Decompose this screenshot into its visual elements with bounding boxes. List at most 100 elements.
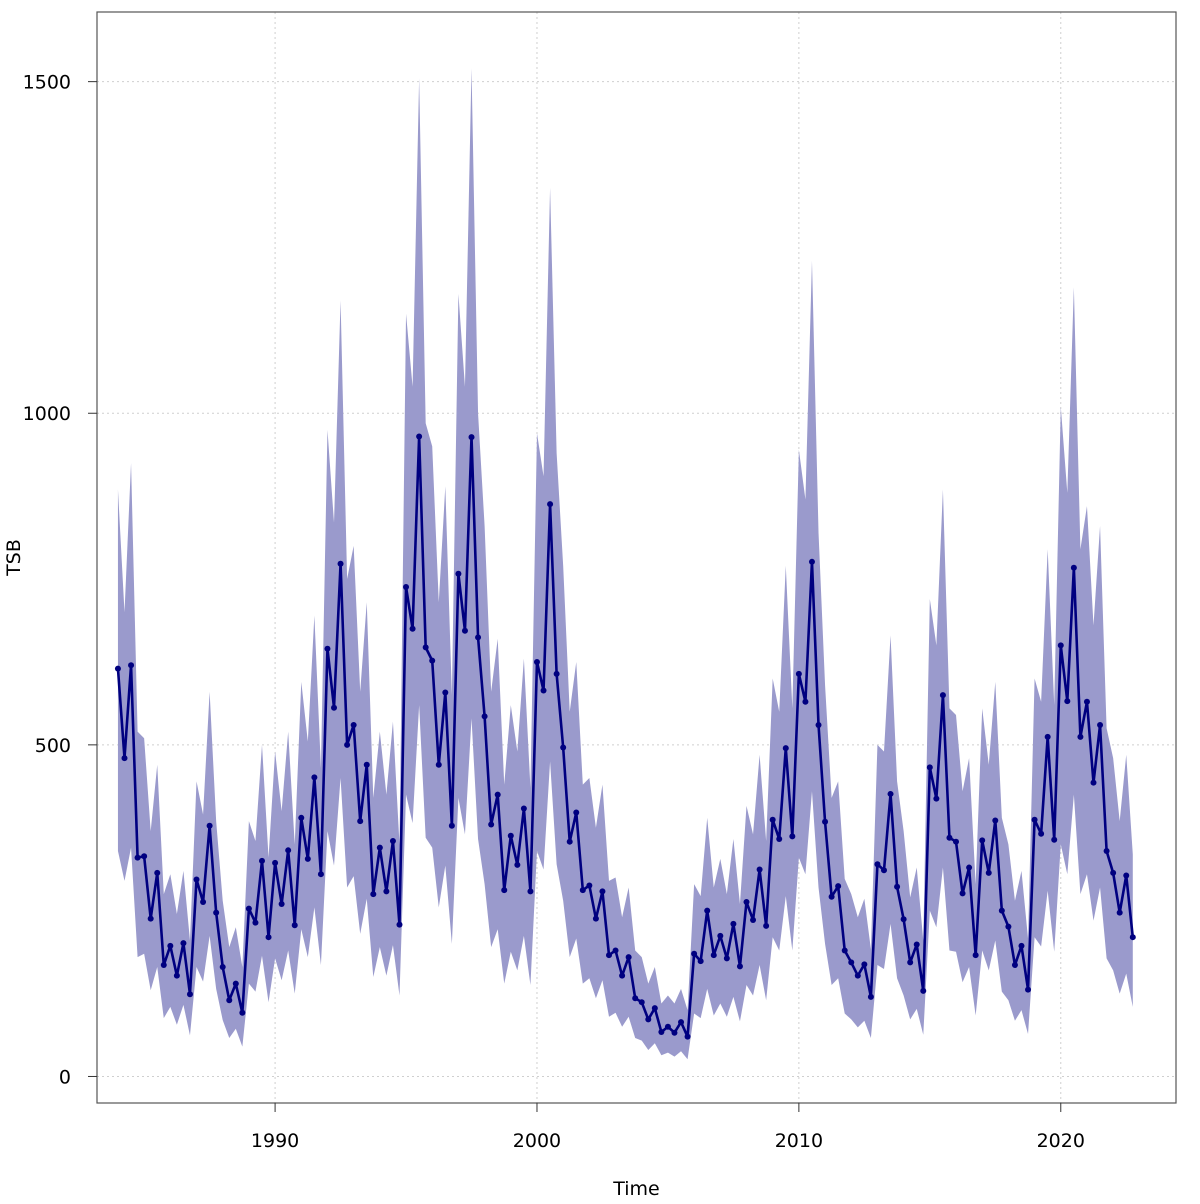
x-axis-label: Time (612, 1178, 660, 1200)
data-point (494, 791, 501, 798)
data-point (317, 871, 324, 878)
data-point (200, 899, 207, 906)
data-point (998, 907, 1005, 914)
series-points (114, 433, 1136, 1040)
data-point (1064, 698, 1071, 705)
data-point (455, 570, 462, 577)
data-point (533, 658, 540, 665)
data-point (1011, 962, 1018, 969)
data-point (789, 833, 796, 840)
data-point (298, 814, 305, 821)
data-point (887, 790, 894, 797)
data-point (278, 901, 285, 908)
y-tick-label: 0 (59, 1066, 71, 1088)
data-point (285, 847, 292, 854)
data-point (324, 645, 331, 652)
data-point (658, 1029, 665, 1036)
data-point (913, 941, 920, 948)
data-point (920, 987, 927, 994)
data-point (442, 689, 449, 696)
data-point (815, 721, 822, 728)
series-line (116, 435, 1135, 1038)
data-point (121, 755, 128, 762)
data-point (396, 921, 403, 928)
data-point (835, 883, 842, 890)
data-point (894, 883, 901, 890)
data-point (966, 864, 973, 871)
data-point (926, 764, 933, 771)
data-point (1025, 986, 1032, 993)
data-point (206, 822, 213, 829)
data-point (173, 972, 180, 979)
data-point (213, 909, 220, 916)
data-point (258, 857, 265, 864)
data-point (1070, 564, 1077, 571)
data-point (946, 834, 953, 841)
data-point (612, 947, 619, 954)
x-tick-label: 2020 (1037, 1130, 1085, 1152)
data-point (586, 882, 593, 889)
data-point (874, 861, 881, 868)
plot-frame (96, 11, 1177, 1104)
y-tick-label: 500 (35, 735, 71, 757)
data-point (272, 859, 279, 866)
data-point (416, 433, 423, 440)
data-point (756, 866, 763, 873)
data-point (403, 584, 410, 591)
confidence-band-area (117, 68, 1133, 1060)
data-point (1116, 909, 1123, 916)
data-point (114, 665, 121, 672)
data-point (331, 704, 338, 711)
data-point (776, 836, 783, 843)
data-point (900, 916, 907, 923)
data-point (389, 838, 396, 845)
data-point (579, 887, 586, 894)
data-point (186, 991, 193, 998)
axes: 1990 2000 2010 2020 0 500 1000 1500 (23, 72, 1085, 1152)
data-point (232, 980, 239, 987)
data-point (547, 501, 554, 508)
data-point (501, 887, 508, 894)
data-point (344, 741, 351, 748)
data-point (678, 1019, 685, 1026)
data-point (468, 434, 475, 441)
data-point (337, 560, 344, 567)
data-point (848, 959, 855, 966)
data-point (1077, 733, 1084, 740)
data-point (1051, 836, 1058, 843)
data-point (488, 821, 495, 828)
data-point (357, 818, 364, 825)
data-point (782, 745, 789, 752)
data-point (704, 907, 711, 914)
x-tick-label: 2010 (775, 1130, 823, 1152)
data-point (638, 999, 645, 1006)
data-point (566, 838, 573, 845)
data-point (606, 952, 612, 959)
data-point (573, 809, 580, 816)
data-point (560, 744, 567, 751)
data-point (880, 867, 887, 874)
data-point (907, 959, 914, 966)
data-point (619, 972, 626, 979)
data-point (376, 844, 383, 851)
data-point (592, 915, 599, 922)
y-axis-label: TSB (3, 539, 25, 577)
data-point (435, 761, 442, 768)
y-tick-label: 1000 (23, 403, 71, 425)
data-point (1031, 816, 1038, 823)
data-point (1090, 779, 1097, 786)
data-point (245, 905, 252, 912)
data-point (959, 890, 966, 897)
data-point (252, 919, 259, 926)
data-point (1083, 698, 1090, 705)
data-point (429, 657, 436, 664)
data-point (743, 899, 750, 906)
data-point (1110, 869, 1117, 876)
data-point (422, 644, 429, 651)
data-point (265, 934, 272, 941)
data-point (128, 662, 135, 669)
x-tick-label: 1990 (251, 1130, 299, 1152)
data-point (723, 955, 730, 962)
data-point (953, 838, 960, 845)
